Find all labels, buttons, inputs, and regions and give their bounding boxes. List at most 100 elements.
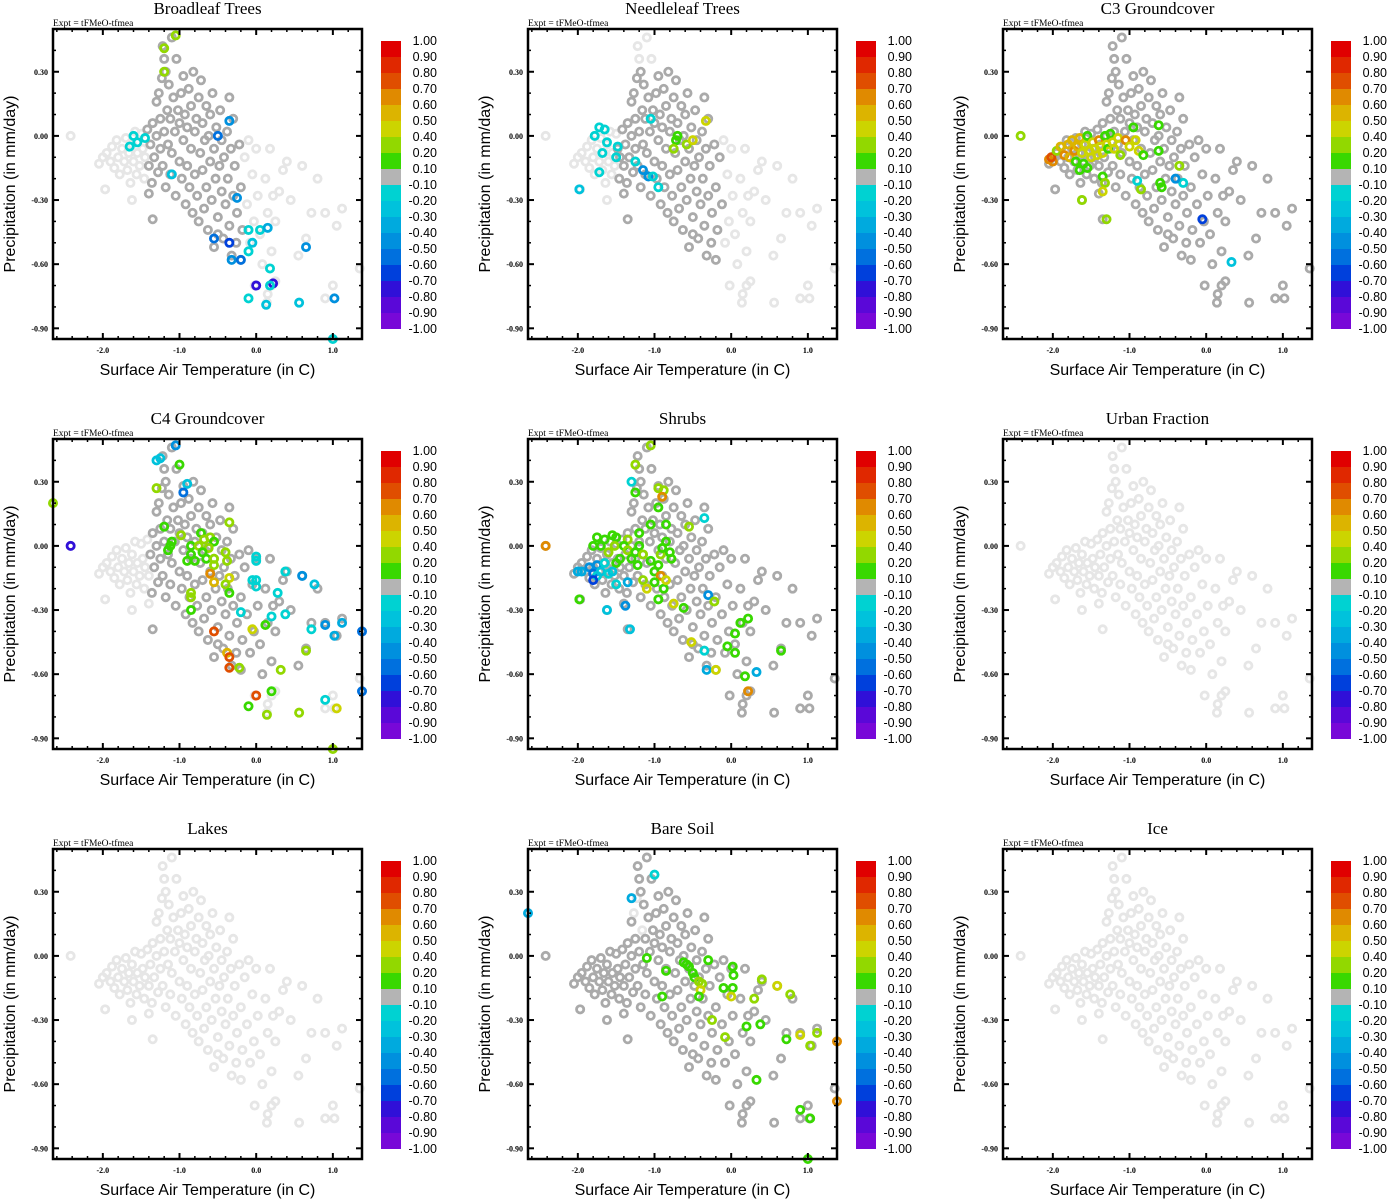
colorbar-label: -0.10 (409, 588, 438, 602)
colorbar-swatch (1331, 1005, 1351, 1021)
data-point (785, 989, 796, 1000)
data-point-absent (209, 963, 220, 974)
data-point-absent (1184, 549, 1195, 560)
colorbar-label: 0.20 (413, 146, 437, 160)
colorbar-swatch (856, 611, 876, 627)
data-point-neutral (781, 617, 792, 628)
colorbar-label: 0.50 (413, 114, 437, 128)
data-point-absent (1097, 938, 1108, 949)
data-point-absent (1126, 908, 1137, 919)
data-point-neutral (662, 617, 673, 628)
data-point-neutral (162, 105, 173, 116)
data-point-neutral (1132, 122, 1143, 133)
data-point-neutral (163, 489, 174, 500)
data-point-absent (222, 946, 233, 957)
data-point (699, 513, 710, 524)
data-point (1101, 214, 1112, 225)
data-point-neutral (142, 124, 153, 135)
data-point-neutral (1097, 118, 1108, 129)
data-point-neutral (622, 1034, 633, 1045)
data-point-neutral (1178, 190, 1189, 201)
data-point-neutral (756, 566, 767, 577)
data-point-neutral (160, 182, 171, 193)
colorbar-swatch (1331, 185, 1351, 201)
plot-frame (526, 27, 839, 341)
data-point-neutral (1176, 250, 1187, 261)
data-point-neutral (186, 143, 197, 154)
data-point-absent (1201, 963, 1212, 974)
colorbar: 1.000.900.800.700.600.500.400.200.10-0.1… (1331, 444, 1387, 746)
data-point-absent (1064, 989, 1075, 1000)
data-point-absent (195, 968, 206, 979)
colorbar-label: 0.40 (1363, 540, 1387, 554)
data-point-neutral (647, 925, 658, 936)
data-point-absent (249, 1100, 260, 1111)
data-point-neutral (686, 942, 697, 953)
data-point-neutral (1191, 199, 1202, 210)
data-point-neutral (628, 498, 639, 509)
data-point-neutral (661, 143, 672, 154)
colorbar-label: -0.50 (1359, 242, 1388, 256)
data-point-neutral (199, 613, 210, 624)
data-point (599, 558, 610, 569)
point-layer (48, 440, 367, 755)
data-point-absent (120, 953, 131, 964)
data-point-absent (1115, 579, 1126, 590)
data-point-neutral (668, 216, 679, 227)
data-point-neutral (710, 1002, 721, 1013)
data-point-absent (1147, 528, 1158, 539)
data-point-neutral (1168, 233, 1179, 244)
data-point-neutral (724, 690, 735, 701)
data-point-neutral (228, 600, 239, 611)
data-point-neutral (151, 540, 162, 551)
data-point-absent (215, 925, 226, 936)
data-point (540, 540, 551, 551)
data-point-absent (146, 997, 157, 1008)
colorbar-swatch (1331, 105, 1351, 121)
colorbar-swatch (381, 643, 401, 659)
y-tick-label: -0.30 (31, 1016, 48, 1025)
colorbar-label: -1.00 (1359, 732, 1388, 746)
data-point-neutral (624, 562, 635, 573)
colorbar-label: -0.10 (1359, 588, 1388, 602)
y-tick-label: -0.90 (31, 734, 48, 743)
data-point-absent (1152, 634, 1163, 645)
colorbar-label: -0.50 (409, 1062, 438, 1076)
data-point (626, 553, 637, 564)
data-point-absent (1073, 968, 1084, 979)
data-point-absent (1270, 703, 1281, 714)
colorbar-swatch (381, 249, 401, 265)
data-point-neutral (706, 237, 717, 248)
data-point-absent (266, 1066, 277, 1077)
data-point-neutral (145, 139, 156, 150)
colorbar-swatch (1331, 297, 1351, 313)
data-point-absent (1130, 609, 1141, 620)
colorbar-label: 0.70 (1363, 82, 1387, 96)
data-point-neutral (687, 1032, 698, 1043)
data-point (163, 545, 174, 556)
data-point-absent (1103, 908, 1114, 919)
plot-frame (51, 27, 364, 341)
data-point-absent (142, 944, 153, 955)
plot-frame (51, 437, 364, 751)
data-point-absent (1057, 551, 1068, 562)
colorbar-label: -0.80 (884, 290, 913, 304)
data-point-absent (1139, 579, 1150, 590)
data-point-absent (1168, 972, 1179, 983)
colorbar-label: -0.40 (1359, 636, 1388, 650)
colorbar-label: 1.00 (888, 34, 912, 48)
data-point-absent (1160, 993, 1171, 1004)
y-tick-label: 0.00 (509, 952, 523, 961)
data-point-absent (1161, 532, 1172, 543)
data-point-neutral (670, 895, 681, 906)
x-axis-label: Surface Air Temperature (in C) (100, 772, 316, 789)
data-point-absent (1103, 577, 1114, 588)
data-point-neutral (676, 100, 687, 111)
colorbar-swatch (381, 861, 401, 877)
data-point-neutral (1151, 100, 1162, 111)
data-point-neutral (704, 160, 715, 171)
data-point-absent (111, 955, 122, 966)
colorbar-label: -0.10 (884, 588, 913, 602)
